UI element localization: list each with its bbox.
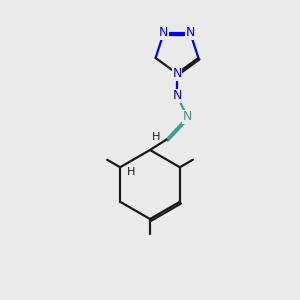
Text: N: N [172,67,182,80]
Text: H: H [127,167,136,177]
Text: N: N [185,26,195,39]
Text: H: H [152,131,160,142]
Text: N: N [159,26,169,39]
Text: N: N [172,89,182,103]
Text: N: N [183,110,192,124]
